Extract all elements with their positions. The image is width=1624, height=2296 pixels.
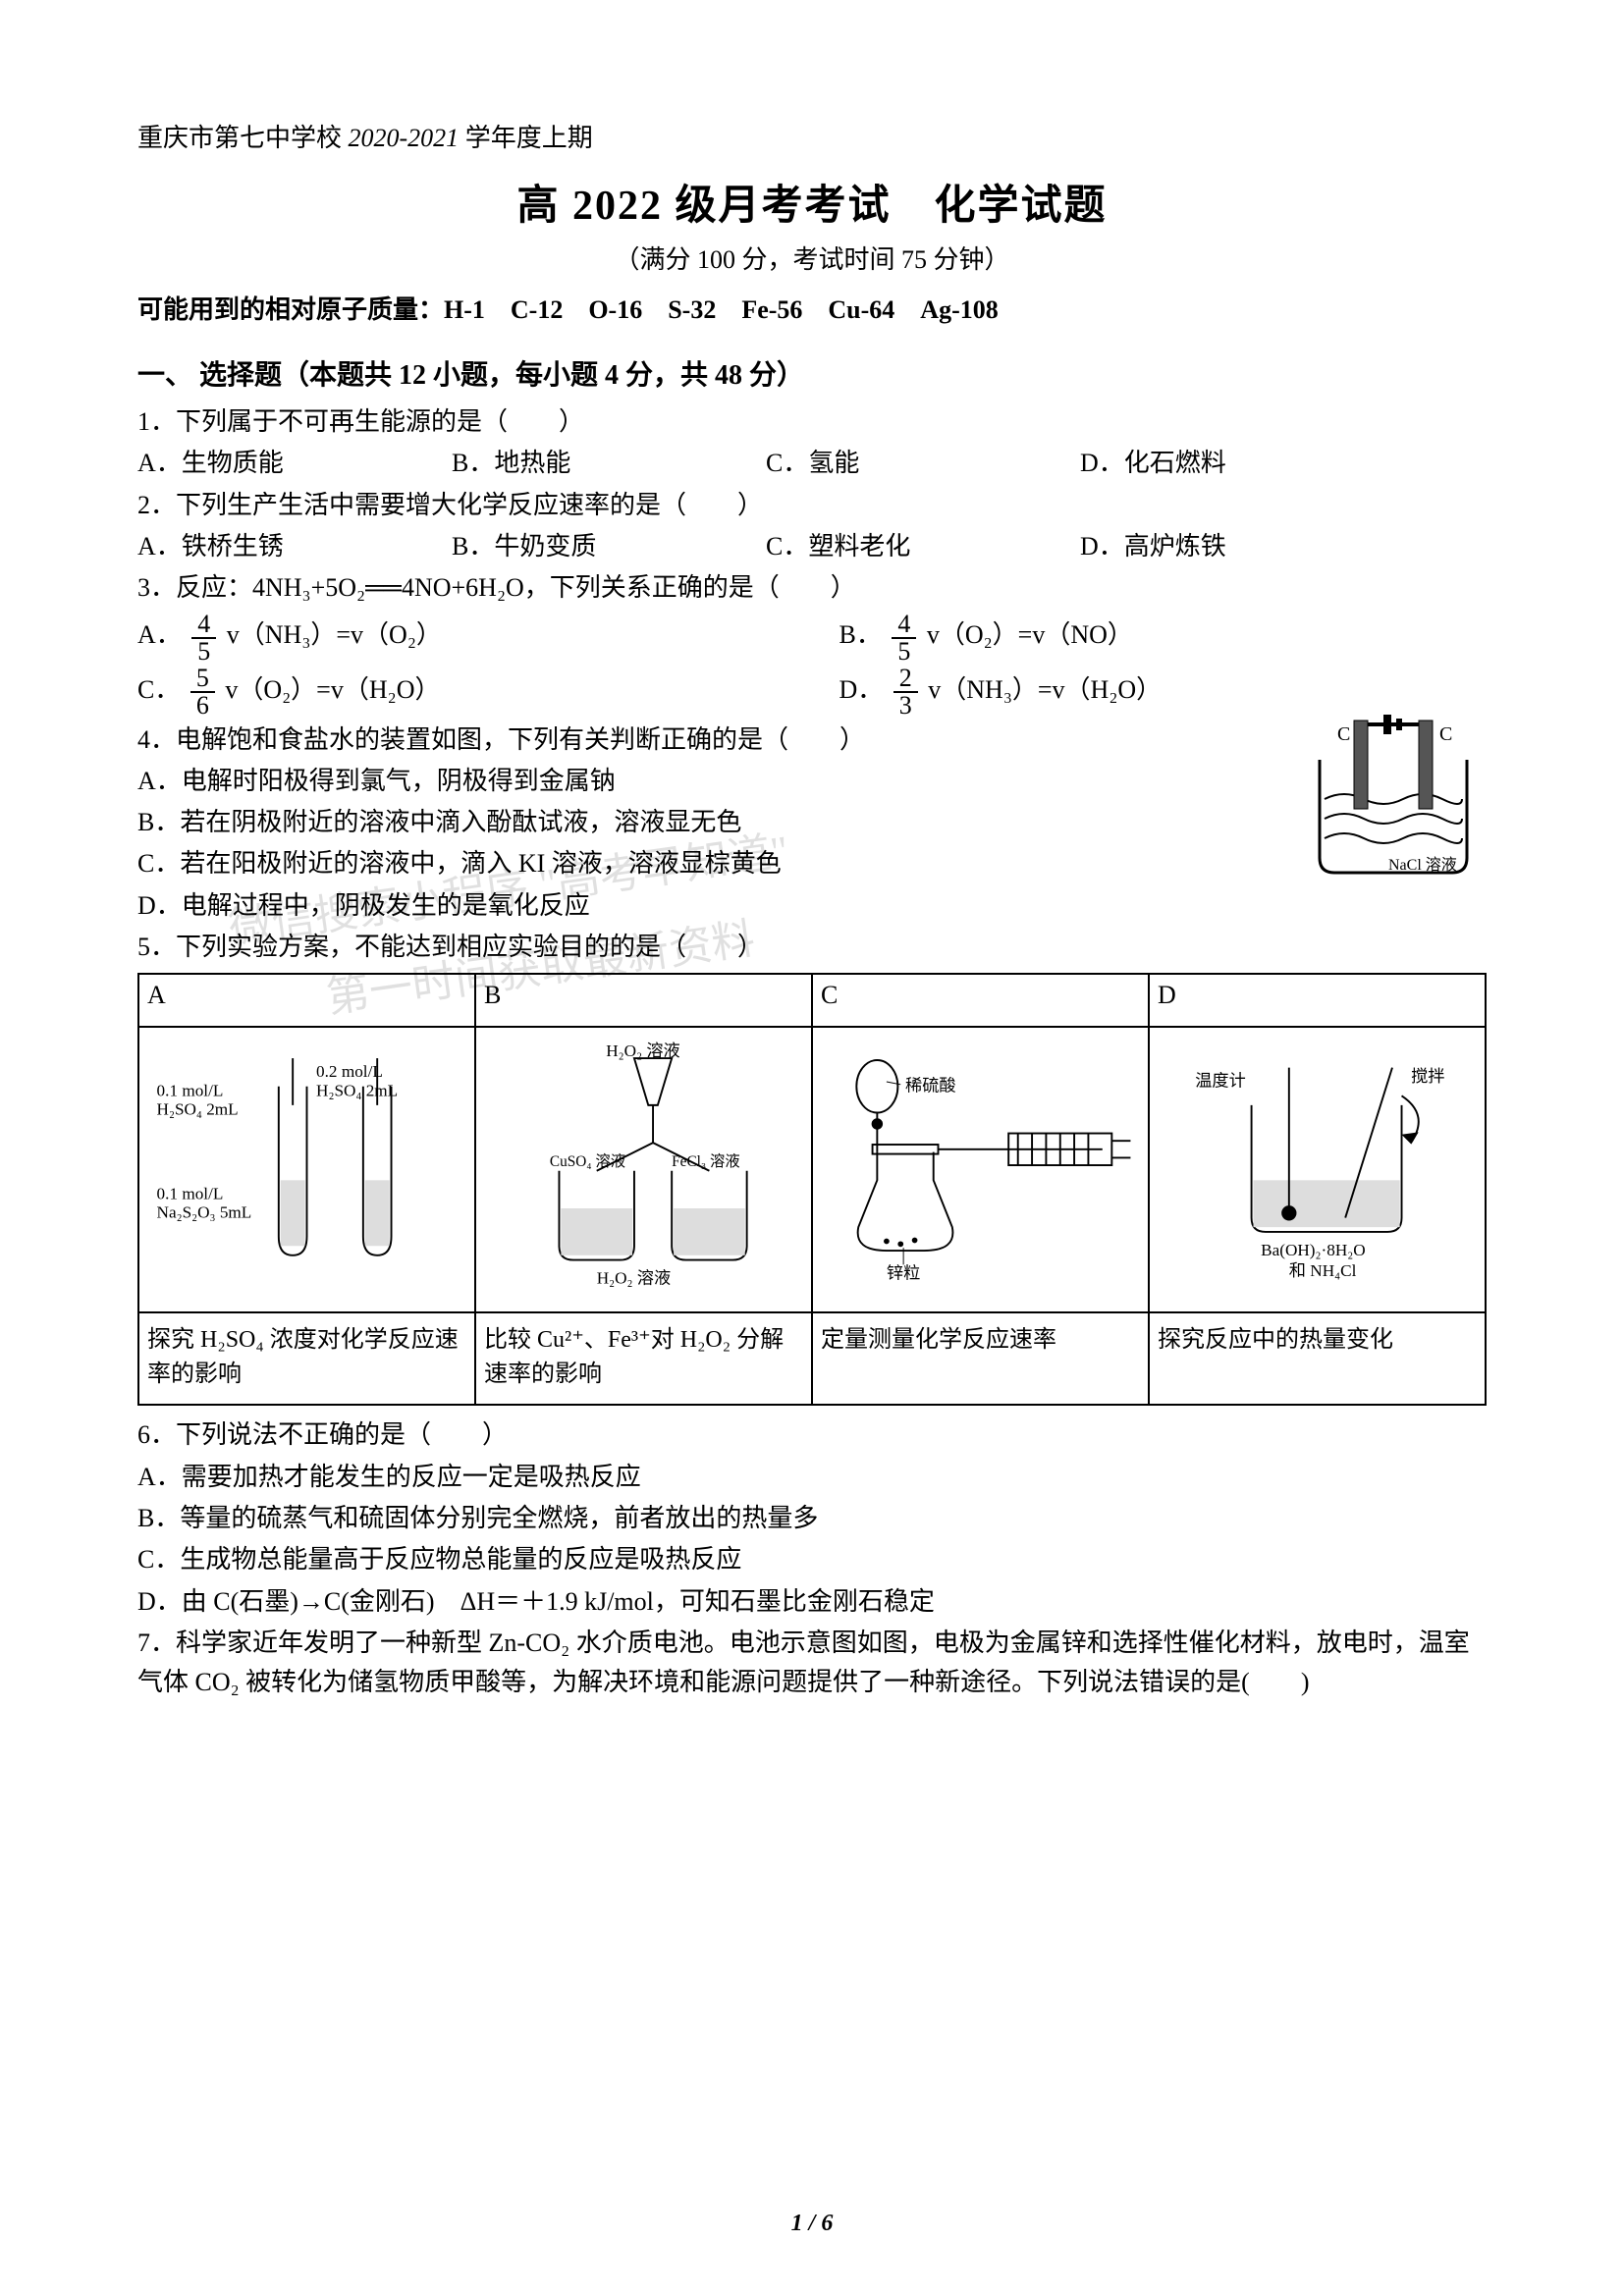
q3b-den: 5	[892, 639, 916, 665]
q4-stem: 4．电解饱和食盐水的装置如图，下列有关判断正确的是（ ）	[137, 721, 1487, 760]
q5-cap-c: 定量测量化学反应速率	[812, 1312, 1149, 1405]
q3c-pre: C．	[137, 675, 180, 704]
q5-diagram-a: 0.1 mol/L H₂SO₄ 2mL 0.2 mol/L H₂SO₄ 2mL …	[138, 1027, 475, 1312]
q6-opt-b: B．等量的硫蒸气和硫固体分别完全燃烧，前者放出的热量多	[137, 1499, 1487, 1538]
q5-diagram-c: 稀硫酸 锌粒	[812, 1027, 1149, 1312]
q3-opt-b: B． 4 5 v（O₂）=v（NO）	[839, 610, 1487, 664]
q4-block: 4．电解饱和食盐水的装置如图，下列有关判断正确的是（ ） A．电解时阳极得到氯气…	[137, 721, 1487, 926]
q4-opt-c: C．若在阳极附近的溶液中，滴入 KI 溶液，溶液显棕黄色	[137, 844, 1487, 883]
q5-hdr-d: D	[1149, 974, 1486, 1027]
q5-hdr-a: A	[138, 974, 475, 1027]
q6-opt-a: A．需要加热才能发生的反应一定是吸热反应	[137, 1458, 1487, 1497]
term-suffix: 学年度上期	[465, 124, 593, 152]
svg-text:H₂SO₄ 2mL: H₂SO₄ 2mL	[316, 1082, 398, 1100]
q6-stem: 6．下列说法不正确的是（ ）	[137, 1415, 1487, 1455]
q3d-num: 2	[893, 666, 918, 693]
q3d-fraction: 2 3	[893, 666, 918, 719]
q3-options: A． 4 5 v（NH₃）=v（O₂） C． 5 6 v（O₂）=v（H₂O） …	[137, 610, 1487, 718]
electrolysis-diagram: C C NaCl 溶液	[1300, 711, 1487, 878]
q3d-pre: D．	[839, 675, 883, 704]
atomic-masses: 可能用到的相对原子质量：H-1 C-12 O-16 S-32 Fe-56 Cu-…	[137, 290, 1487, 326]
q5-cap-b: 比较 Cu²⁺、Fe³⁺对 H₂O₂ 分解速率的影响	[475, 1312, 812, 1405]
svg-text:Na₂S₂O₃ 5mL: Na₂S₂O₃ 5mL	[157, 1203, 252, 1222]
q1-opt-d: D．化石燃料	[1080, 444, 1394, 483]
q5-table: A B C D 0	[137, 973, 1487, 1406]
q5-diagram-b: H₂O₂ 溶液 CuSO₄ 溶液 FeCl₃ 溶液 H₂O₂ 溶液	[475, 1027, 812, 1312]
q3a-num: 4	[191, 612, 216, 639]
q2-opt-a: A．铁桥生锈	[137, 527, 452, 566]
q2-options: A．铁桥生锈 B．牛奶变质 C．塑料老化 D．高炉炼铁	[137, 527, 1487, 566]
q5d-reagents1: Ba(OH)₂·8H₂O	[1261, 1241, 1366, 1259]
q3-stem: 3．反应：4NH₃+5O₂══4NO+6H₂O，下列关系正确的是（ ）	[137, 568, 1487, 608]
q5-hdr-b: B	[475, 974, 812, 1027]
electrode-label-left: C	[1337, 723, 1350, 745]
q5-cap-a: 探究 H₂SO₄ 浓度对化学反应速率的影响	[138, 1312, 475, 1405]
q3-opt-c: C． 5 6 v（O₂）=v（H₂O）	[137, 665, 785, 719]
svg-text:H₂SO₄ 2mL: H₂SO₄ 2mL	[157, 1100, 239, 1119]
q4-opt-d: D．电解过程中，阴极发生的是氧化反应	[137, 886, 1487, 926]
q3b-post: v（O₂）=v（NO）	[927, 620, 1133, 649]
q5a-left-label: 0.1 mol/L	[157, 1082, 224, 1100]
q5b-bottom-label: H₂O₂ 溶液	[597, 1269, 671, 1288]
q6-opt-d: D．由 C(石墨)→C(金刚石) ΔH＝＋1.9 kJ/mol，可知石墨比金刚石…	[137, 1582, 1487, 1622]
section1-heading: 一、 选择题（本题共 12 小题，每小题 4 分，共 48 分）	[137, 353, 1487, 393]
q2-opt-d: D．高炉炼铁	[1080, 527, 1394, 566]
q6-opt-c: C．生成物总能量高于反应物总能量的反应是吸热反应	[137, 1540, 1487, 1579]
q5b-top-label: H₂O₂ 溶液	[606, 1041, 679, 1060]
q5b-right-beaker: FeCl₃ 溶液	[672, 1153, 739, 1170]
q1-options: A．生物质能 B．地热能 C．氢能 D．化石燃料	[137, 444, 1487, 483]
q5-cap-d: 探究反应中的热量变化	[1149, 1312, 1486, 1405]
q7-stem: 7．科学家近年发明了一种新型 Zn-CO₂ 水介质电池。电池示意图如图，电极为金…	[137, 1624, 1487, 1703]
q5b-left-beaker: CuSO₄ 溶液	[550, 1153, 625, 1170]
q4-opt-b: B．若在阴极附近的溶液中滴入酚酞试液，溶液显无色	[137, 803, 1487, 842]
q5a-right-label: 0.2 mol/L	[316, 1063, 383, 1082]
q3b-fraction: 4 5	[892, 612, 916, 665]
q3d-den: 3	[893, 693, 918, 719]
page-header: 重庆市第七中学校 2020-2021 学年度上期	[137, 118, 1487, 154]
q1-opt-b: B．地热能	[452, 444, 766, 483]
q5-stem: 5．下列实验方案，不能达到相应实验目的的是（ ）	[137, 928, 1487, 967]
q3c-post: v（O₂）=v（H₂O）	[225, 675, 440, 704]
q3c-den: 6	[190, 693, 215, 719]
q3a-post: v（NH₃）=v（O₂）	[227, 620, 442, 649]
exam-page: 重庆市第七中学校 2020-2021 学年度上期 高 2022 级月考考试 化学…	[0, 0, 1624, 2296]
q5d-stir-label: 搅拌	[1411, 1067, 1444, 1086]
q3a-pre: A．	[137, 620, 182, 649]
academic-year: 2020-2021	[349, 124, 460, 152]
page-footer: 1 / 6	[0, 2211, 1624, 2237]
q1-opt-c: C．氢能	[766, 444, 1080, 483]
q2-stem: 2．下列生产生活中需要增大化学反应速率的是（ ）	[137, 486, 1487, 525]
q3a-fraction: 4 5	[191, 612, 216, 665]
q5c-acid-label: 稀硫酸	[905, 1077, 956, 1095]
q3c-fraction: 5 6	[190, 666, 215, 719]
q3-opt-a: A． 4 5 v（NH₃）=v（O₂）	[137, 610, 785, 664]
q5d-thermo-label: 温度计	[1195, 1072, 1246, 1091]
q3b-num: 4	[892, 612, 916, 639]
q5d-reagents2: 和 NH₄Cl	[1289, 1261, 1357, 1280]
q2-opt-b: B．牛奶变质	[452, 527, 766, 566]
q2-opt-c: C．塑料老化	[766, 527, 1080, 566]
q5a-inner-label: 0.1 mol/L	[157, 1185, 224, 1203]
q1-stem: 1．下列属于不可再生能源的是（ ）	[137, 402, 1487, 442]
solution-label: NaCl 溶液	[1388, 856, 1457, 874]
q3a-den: 5	[191, 639, 216, 665]
electrode-label-right: C	[1439, 723, 1452, 745]
q3b-pre: B．	[839, 620, 881, 649]
q5-diagram-d: 温度计 搅拌 Ba(OH)₂·8H₂O 和 NH₄Cl	[1149, 1027, 1486, 1312]
q5c-solid-label: 锌粒	[887, 1264, 920, 1283]
q3d-post: v（NH₃）=v（H₂O）	[928, 675, 1162, 704]
exam-title: 高 2022 级月考考试 化学试题	[137, 172, 1487, 232]
q4-opt-a: A．电解时阳极得到氯气，阴极得到金属钠	[137, 762, 1487, 801]
school-name: 重庆市第七中学校	[137, 124, 342, 152]
q5-hdr-c: C	[812, 974, 1149, 1027]
exam-subtitle: （满分 100 分，考试时间 75 分钟）	[137, 240, 1487, 276]
q3c-num: 5	[190, 666, 215, 693]
q1-opt-a: A．生物质能	[137, 444, 452, 483]
